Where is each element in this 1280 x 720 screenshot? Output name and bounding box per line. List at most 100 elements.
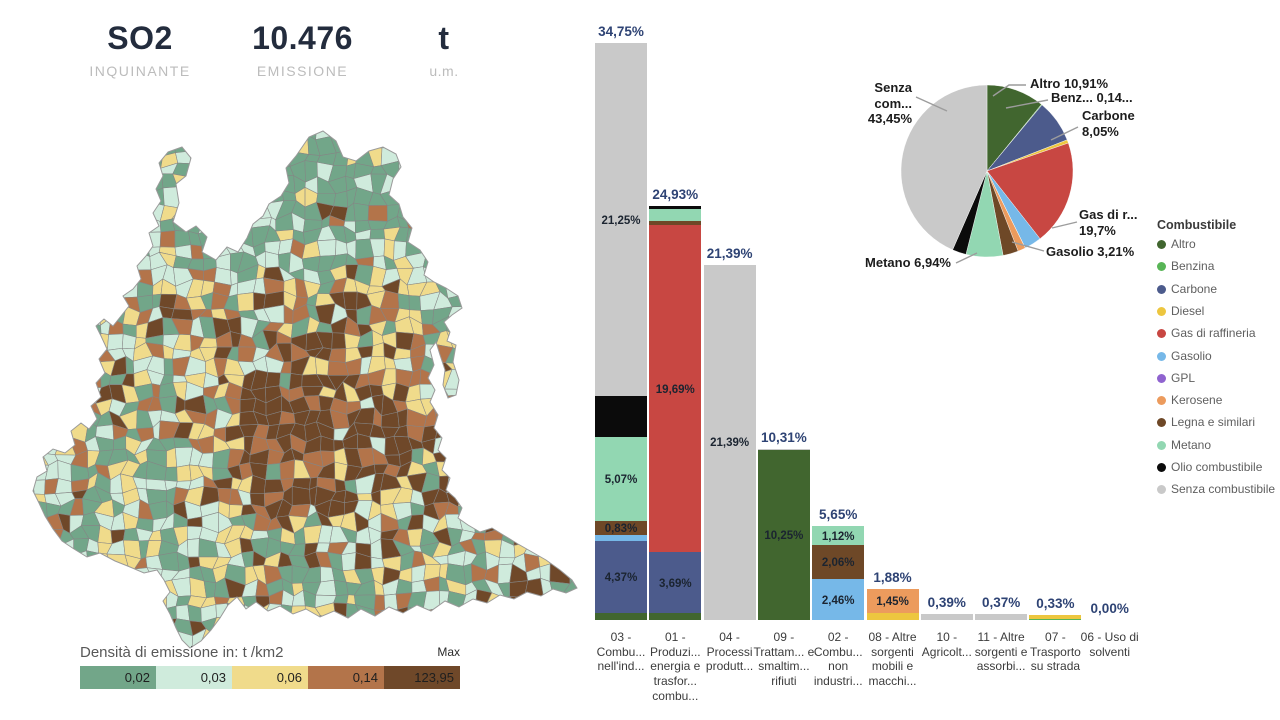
municipality-cell[interactable] (93, 161, 113, 182)
municipality-cell[interactable] (381, 629, 400, 650)
municipality-cell[interactable] (55, 122, 76, 138)
municipality-cell[interactable] (20, 330, 35, 348)
municipality-cell[interactable] (122, 114, 137, 126)
municipality-cell[interactable] (509, 615, 527, 638)
municipality-cell[interactable] (535, 479, 555, 488)
municipality-cell[interactable] (71, 565, 90, 584)
pie-slice-gas-di-raffineria[interactable] (986, 142, 1074, 240)
municipality-cell[interactable] (31, 435, 48, 454)
municipality-cell[interactable] (512, 316, 526, 334)
municipality-cell[interactable] (57, 616, 76, 636)
municipality-cell[interactable] (341, 552, 357, 572)
municipality-cell[interactable] (264, 125, 284, 144)
municipality-cell[interactable] (474, 150, 489, 170)
municipality-cell[interactable] (565, 238, 580, 258)
municipality-cell[interactable] (528, 135, 543, 152)
municipality-cell[interactable] (20, 212, 35, 230)
municipality-cell[interactable] (563, 277, 577, 293)
fuel-legend-item-gasolio[interactable]: Gasolio (1157, 349, 1212, 363)
municipality-cell[interactable] (540, 189, 554, 208)
municipality-cell[interactable] (243, 122, 251, 143)
municipality-cell[interactable] (69, 331, 89, 352)
municipality-cell[interactable] (538, 305, 558, 321)
municipality-cell[interactable] (484, 641, 498, 656)
municipality-cell[interactable] (499, 357, 511, 376)
municipality-cell[interactable] (464, 284, 480, 297)
municipality-cell[interactable] (579, 124, 580, 137)
municipality-cell[interactable] (525, 344, 543, 360)
municipality-cell[interactable] (471, 190, 490, 205)
municipality-cell[interactable] (231, 111, 244, 127)
municipality-cell[interactable] (288, 503, 311, 518)
municipality-cell[interactable] (575, 631, 580, 650)
municipality-cell[interactable] (75, 303, 90, 324)
municipality-cell[interactable] (213, 100, 231, 117)
municipality-cell[interactable] (82, 566, 98, 582)
municipality-cell[interactable] (549, 435, 569, 454)
municipality-cell[interactable] (249, 162, 270, 178)
municipality-cell[interactable] (458, 161, 480, 180)
municipality-cell[interactable] (106, 265, 124, 287)
municipality-cell[interactable] (418, 160, 440, 181)
municipality-cell[interactable] (515, 309, 530, 318)
municipality-cell[interactable] (538, 453, 555, 469)
municipality-cell[interactable] (107, 333, 124, 351)
municipality-cell[interactable] (133, 177, 155, 194)
municipality-cell[interactable] (30, 412, 49, 427)
municipality-cell[interactable] (87, 303, 101, 326)
municipality-cell[interactable] (579, 474, 580, 490)
municipality-cell[interactable] (562, 303, 578, 322)
bar-segment-altro[interactable] (649, 613, 702, 620)
municipality-cell[interactable] (432, 436, 454, 455)
municipality-cell[interactable] (553, 617, 569, 637)
municipality-cell[interactable] (574, 216, 580, 232)
municipality-cell[interactable] (73, 245, 87, 257)
municipality-cell[interactable] (31, 421, 49, 438)
municipality-cell[interactable] (20, 100, 37, 115)
municipality-cell[interactable] (489, 255, 502, 268)
fuel-legend-item-benzina[interactable]: Benzina (1157, 259, 1214, 273)
municipality-cell[interactable] (237, 134, 253, 153)
municipality-cell[interactable] (263, 629, 282, 646)
municipality-cell[interactable] (279, 459, 295, 480)
municipality-cell[interactable] (496, 635, 518, 644)
municipality-cell[interactable] (58, 602, 76, 621)
municipality-cell[interactable] (562, 396, 577, 414)
municipality-cell[interactable] (20, 529, 34, 542)
municipality-cell[interactable] (447, 620, 460, 637)
municipality-cell[interactable] (538, 168, 554, 181)
municipality-cell[interactable] (20, 344, 36, 364)
municipality-cell[interactable] (550, 370, 571, 388)
municipality-cell[interactable] (43, 602, 60, 621)
municipality-cell[interactable] (264, 371, 281, 388)
municipality-cell[interactable] (214, 126, 231, 138)
municipality-cell[interactable] (20, 632, 34, 643)
municipality-cell[interactable] (489, 374, 502, 389)
municipality-cell[interactable] (136, 126, 154, 138)
municipality-cell[interactable] (499, 383, 513, 403)
municipality-cell[interactable] (83, 606, 100, 623)
municipality-cell[interactable] (550, 381, 571, 400)
municipality-cell[interactable] (579, 345, 580, 362)
municipality-cell[interactable] (55, 255, 77, 270)
municipality-cell[interactable] (97, 252, 109, 269)
municipality-cell[interactable] (238, 203, 257, 220)
municipality-cell[interactable] (275, 137, 297, 154)
municipality-cell[interactable] (122, 603, 140, 620)
municipality-cell[interactable] (522, 595, 545, 612)
municipality-cell[interactable] (549, 193, 567, 209)
municipality-cell[interactable] (175, 150, 192, 164)
municipality-cell[interactable] (265, 174, 283, 194)
municipality-cell[interactable] (32, 371, 50, 389)
municipality-cell[interactable] (462, 344, 478, 365)
municipality-cell[interactable] (549, 529, 568, 547)
municipality-cell[interactable] (418, 147, 440, 164)
municipality-cell[interactable] (54, 478, 73, 494)
municipality-cell[interactable] (187, 176, 207, 194)
municipality-cell[interactable] (510, 464, 530, 474)
municipality-cell[interactable] (527, 292, 540, 313)
municipality-cell[interactable] (228, 616, 244, 632)
municipality-cell[interactable] (46, 174, 63, 195)
municipality-cell[interactable] (110, 174, 127, 195)
municipality-cell[interactable] (68, 200, 88, 217)
